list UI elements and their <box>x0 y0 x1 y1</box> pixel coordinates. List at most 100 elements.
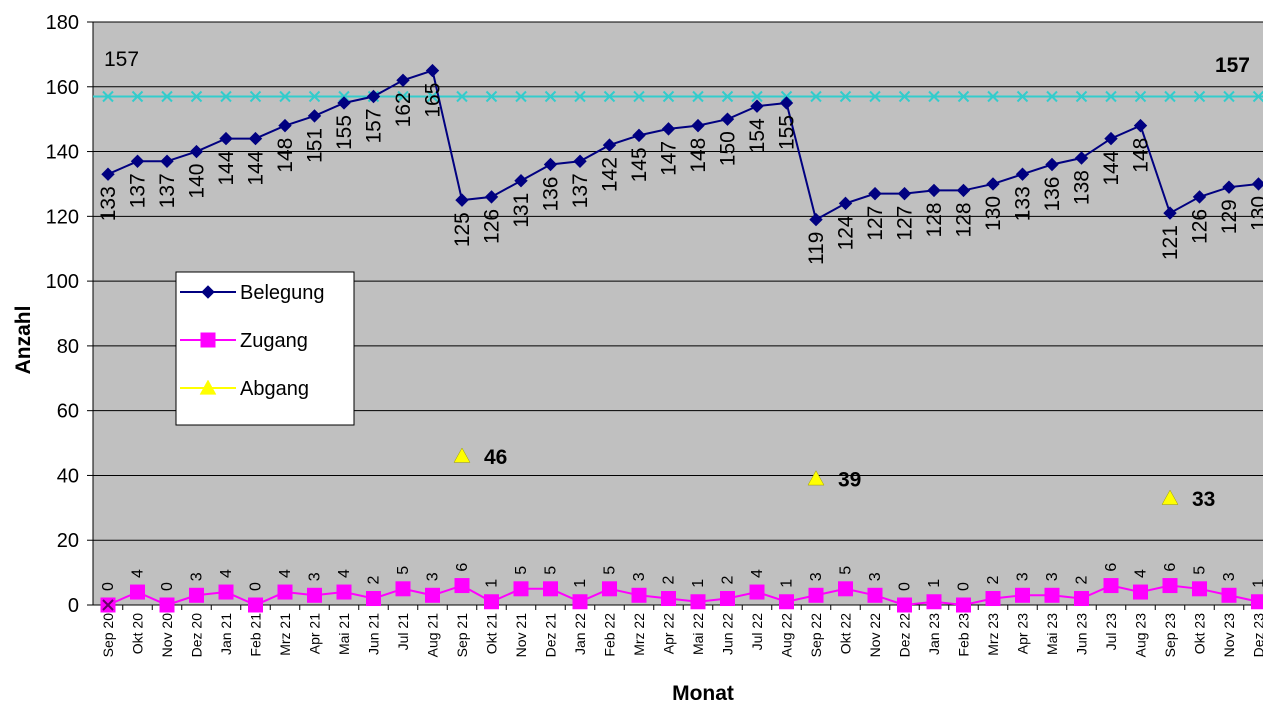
series-zugang-point <box>779 594 794 610</box>
reference-marker <box>456 90 468 103</box>
series-zugang-data-label: 3 <box>631 572 648 581</box>
series-zugang-data-label: 2 <box>1074 576 1091 585</box>
series-zugang-data-label: 1 <box>779 579 796 588</box>
series-zugang-point <box>867 587 883 603</box>
y-tick-label: 0 <box>68 595 79 617</box>
series-zugang-point <box>1162 578 1178 594</box>
series-zugang-data-label: 3 <box>189 572 206 581</box>
x-tick-label: Aug 23 <box>1133 613 1149 658</box>
series-belegung-data-label: 125 <box>451 212 474 247</box>
series-zugang-data-label: 5 <box>1192 566 1209 575</box>
series-belegung-point <box>484 190 499 204</box>
series-belegung-data-label: 136 <box>1041 177 1064 212</box>
series-zugang-data-label: 3 <box>808 572 825 581</box>
series-belegung-point <box>425 63 440 78</box>
series-belegung-data-label: 155 <box>333 115 356 150</box>
series-belegung-data-label: 155 <box>776 115 799 150</box>
x-tick-label: Sep 20 <box>100 613 116 658</box>
series-zugang-data-label: 2 <box>985 576 1002 585</box>
series-belegung-data-label: 127 <box>864 206 887 241</box>
reference-marker <box>161 90 173 103</box>
series-belegung-point <box>1192 190 1207 204</box>
reference-marker <box>869 90 881 103</box>
series-zugang-data-label: 0 <box>159 582 176 591</box>
series-belegung-data-label: 144 <box>1100 150 1123 185</box>
series-belegung-point <box>720 112 735 126</box>
y-tick-label: 60 <box>57 401 79 423</box>
x-tick-label: Aug 22 <box>779 613 795 658</box>
x-tick-label: Feb 23 <box>956 613 972 657</box>
series-belegung-point <box>838 196 853 211</box>
series-belegung-data-label: 140 <box>186 164 209 199</box>
series-belegung-data-label: 165 <box>422 83 445 118</box>
reference-marker <box>810 90 822 103</box>
y-tick-label: 160 <box>46 77 79 99</box>
series-belegung-data-label: 145 <box>628 147 651 182</box>
reference-marker <box>1016 90 1029 103</box>
series-belegung-data-label: 150 <box>717 131 740 166</box>
series-belegung-data-label: 148 <box>274 138 297 173</box>
series-zugang-line <box>107 584 1259 607</box>
x-tick-label: Jan 22 <box>572 613 588 655</box>
reference-marker <box>1252 90 1263 103</box>
series-zugang-point <box>159 597 175 613</box>
series-belegung-data-label: 126 <box>481 209 504 244</box>
x-tick-label: Nov 21 <box>513 613 529 658</box>
series-belegung-point <box>986 177 1000 191</box>
series-zugang-data-label: 4 <box>1133 569 1150 578</box>
reference-marker <box>485 90 498 103</box>
series-belegung-point <box>514 173 528 188</box>
series-zugang-data-label: 5 <box>513 566 530 575</box>
series-zugang-point <box>543 581 558 597</box>
legend <box>175 271 355 426</box>
series-belegung-point <box>927 183 941 198</box>
reference-marker <box>839 90 852 103</box>
reference-marker <box>102 90 114 103</box>
reference-marker <box>1164 90 1176 103</box>
series-zugang-data-label: 1 <box>572 579 589 588</box>
series-belegung-data-label: 137 <box>127 173 150 208</box>
series-zugang-data-label: 0 <box>897 582 914 591</box>
series-belegung-data-label: 151 <box>304 128 327 163</box>
legend-belegung-marker <box>201 285 215 299</box>
series-zugang-data-label: 1 <box>1251 579 1263 588</box>
series-belegung-data-label: 154 <box>746 118 769 153</box>
series-zugang-point <box>985 591 1001 607</box>
x-tick-label: Dez 20 <box>189 613 205 658</box>
y-tick-label: 40 <box>57 465 79 487</box>
series-zugang-data-label: 0 <box>956 582 973 591</box>
series-belegung-point <box>1074 151 1089 165</box>
reference-label-right: 157 <box>1215 54 1250 77</box>
series-belegung-data-label: 137 <box>156 173 179 208</box>
y-tick-label: 120 <box>46 206 79 228</box>
reference-marker <box>249 90 262 103</box>
x-tick-label: Sep 22 <box>808 613 824 658</box>
reference-marker <box>928 90 940 103</box>
series-zugang-data-label: 2 <box>661 576 678 585</box>
series-zugang-data-label: 0 <box>100 582 117 591</box>
series-zugang-point <box>425 587 440 603</box>
x-tick-label: Jun 23 <box>1074 613 1090 655</box>
series-zugang-point <box>572 594 588 610</box>
x-tick-label: Jul 23 <box>1103 613 1119 651</box>
reference-marker <box>751 90 763 103</box>
series-zugang-point <box>1103 578 1119 594</box>
series-zugang-data-label: 6 <box>1162 563 1179 572</box>
series-zugang-point <box>513 581 529 597</box>
series-abgang-data-label: 39 <box>838 469 861 492</box>
series-belegung-point <box>1045 157 1059 172</box>
x-tick-label: Feb 21 <box>248 613 264 657</box>
series-zugang-data-label: 0 <box>248 582 265 591</box>
series-belegung-data-label: 147 <box>658 141 681 176</box>
series-belegung-point <box>809 212 823 227</box>
series-zugang-point <box>395 581 411 597</box>
series-zugang-point <box>1074 591 1089 607</box>
series-zugang-data-label: 2 <box>366 576 383 585</box>
x-tick-label: Sep 23 <box>1162 613 1178 658</box>
series-zugang-point <box>1015 587 1030 603</box>
x-tick-label: Apr 21 <box>307 613 323 654</box>
series-belegung-point <box>956 183 971 198</box>
y-tick-label: 80 <box>57 336 79 358</box>
series-belegung-point <box>573 154 587 168</box>
reference-marker <box>692 90 704 103</box>
